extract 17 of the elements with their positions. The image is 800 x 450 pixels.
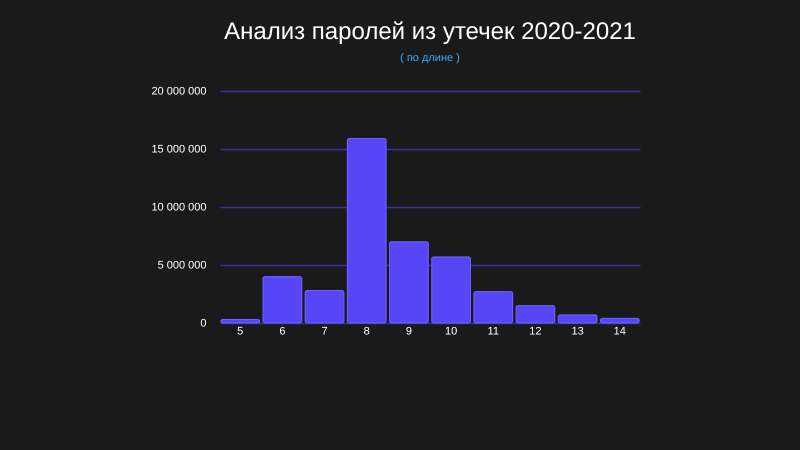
y-tick-label: 10 000 000 <box>151 202 206 214</box>
x-tick-label: 7 <box>322 326 328 338</box>
chart-subtitle: ( по длине ) <box>400 52 460 64</box>
x-tick-label: 8 <box>364 326 370 338</box>
x-tick-label: 10 <box>444 326 458 338</box>
chart-title: Анализ паролей из утечек 2020-2021 <box>224 18 636 45</box>
x-tick-label: 6 <box>279 326 286 338</box>
x-tick-label: 12 <box>529 326 542 338</box>
x-tick-label: 9 <box>406 326 412 338</box>
x-tick-label: 11 <box>488 326 499 338</box>
y-tick-label: 20 000 000 <box>151 86 206 98</box>
x-tick-label: 13 <box>571 326 584 338</box>
x-tick-label: 14 <box>614 326 626 338</box>
y-tick-label: 5 000 000 <box>158 260 206 272</box>
x-tick-label: 5 <box>237 326 244 338</box>
y-tick-label: 0 <box>200 318 206 330</box>
y-tick-label: 15 000 000 <box>151 144 206 156</box>
